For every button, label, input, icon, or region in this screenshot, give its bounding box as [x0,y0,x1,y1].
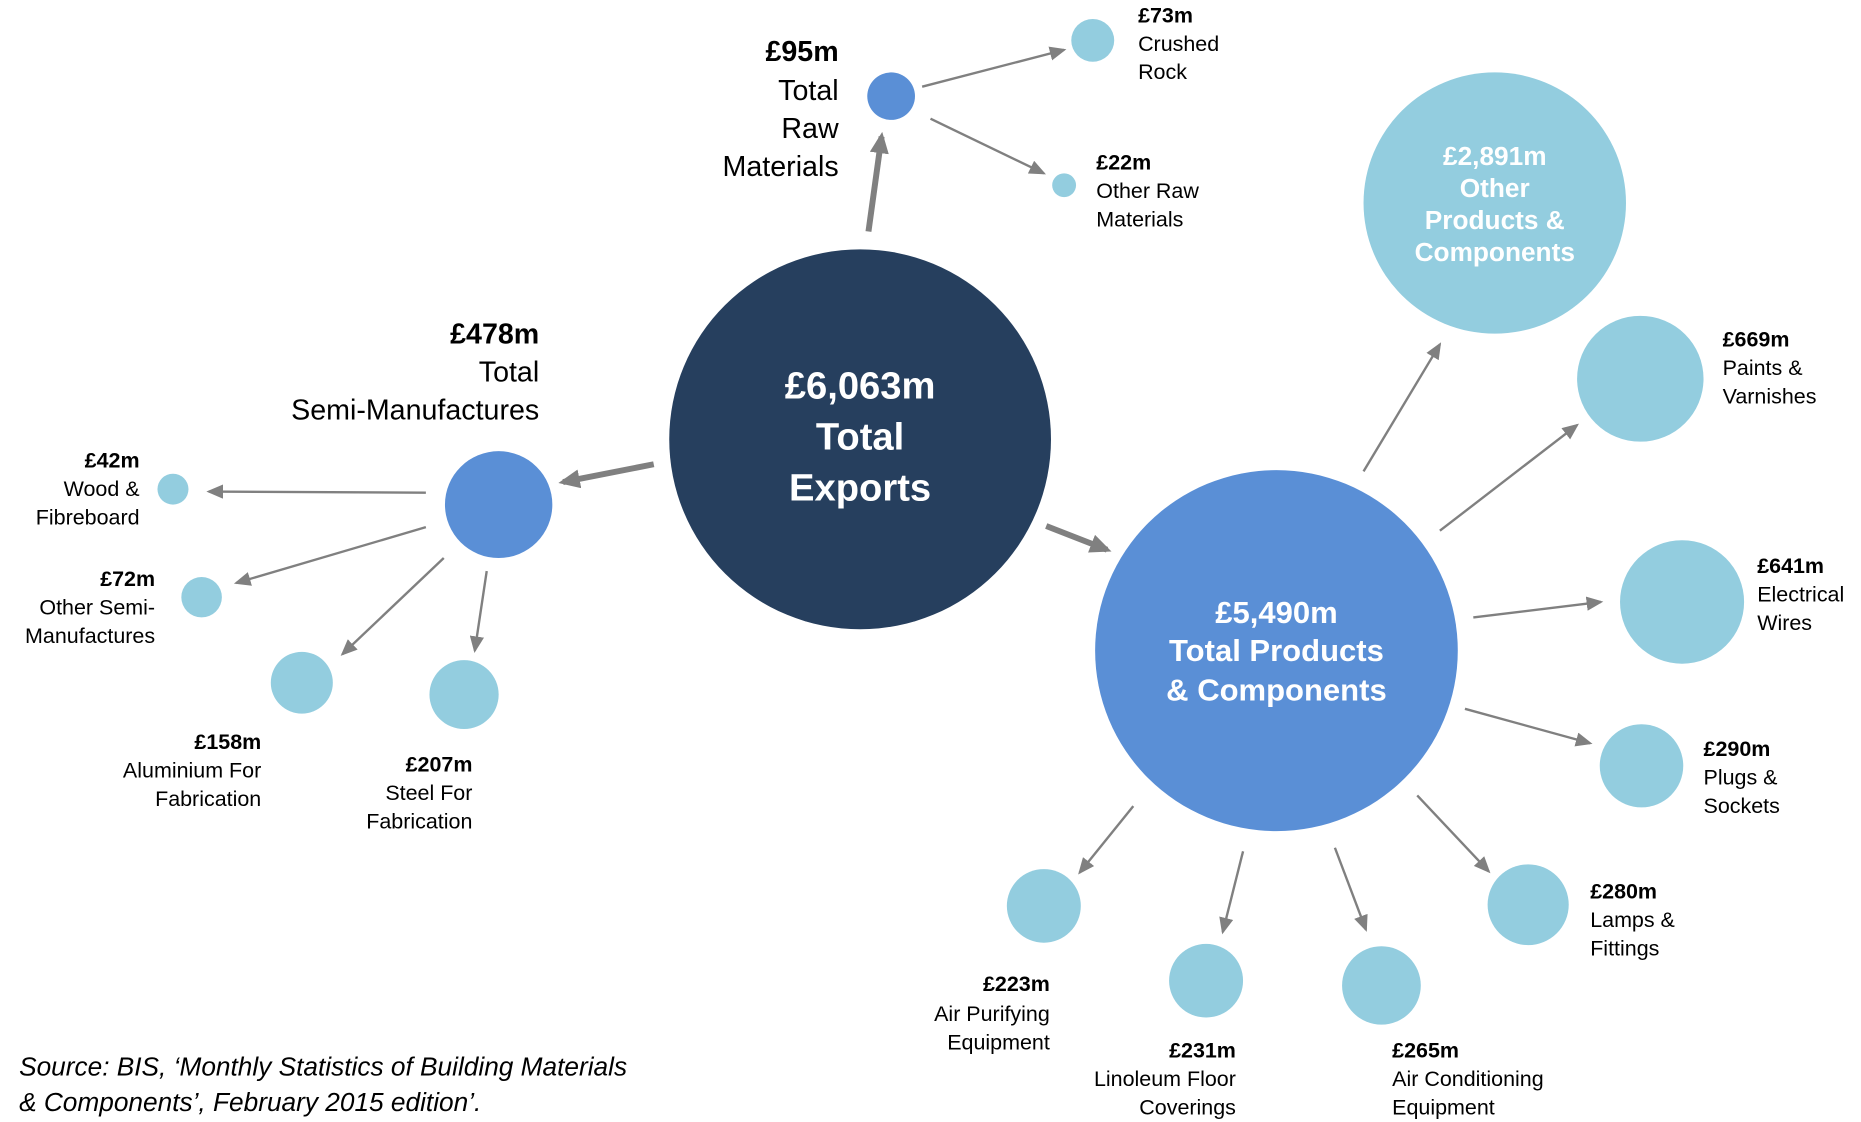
node-label: Total Products [1169,633,1384,668]
arrow [929,117,1046,175]
node-label: Fittings [1590,937,1659,961]
node-label: Crushed [1138,32,1219,56]
node-circle [1052,173,1077,198]
node-value: £42m [85,449,140,473]
arrow [206,484,426,499]
arrows [206,46,1604,935]
node-circle [669,249,1051,630]
node-value: £290m [1704,737,1771,761]
node-label: Air Purifying [934,1002,1050,1026]
node-circle [1071,18,1115,62]
node-circle [1095,470,1458,832]
node-label: Equipment [947,1030,1050,1054]
node-circle [1487,864,1569,946]
node-circle [181,577,222,618]
node-circle [157,473,189,505]
arrow [865,131,889,232]
node-label: Other Raw [1096,179,1199,203]
node-label: Manufactures [25,624,155,648]
node-label: Fibreboard [36,506,140,530]
node-label: Products & [1425,205,1565,235]
arrow [1464,707,1593,747]
arrow [1473,596,1604,619]
node-label: Components [1415,237,1575,267]
node-label: Materials [1096,208,1183,232]
node-label: Aluminium For [123,758,261,782]
node-label: Wood & [64,477,140,501]
node-label: Semi-Manufactures [291,395,539,427]
arrow [921,46,1067,88]
node-label: Wires [1757,611,1812,635]
node-value: £280m [1590,880,1657,904]
node-label: Fabrication [366,809,472,833]
node-label: Raw [781,113,839,145]
node-label: Paints & [1723,356,1803,380]
arrow [1219,851,1245,935]
node-value: £6,063m [785,365,936,407]
node-circle [1599,724,1684,808]
node-label: Total [479,357,539,389]
node-value: £669m [1723,327,1790,351]
arrow [558,461,655,489]
node-value: £223m [983,972,1050,996]
node-label: Plugs & [1704,766,1778,790]
node-circle [429,660,499,730]
node-label: Equipment [1392,1096,1495,1120]
node-label: Varnishes [1723,384,1817,408]
arrow [1045,523,1112,553]
node-label: Exports [789,467,931,509]
arrow [233,526,427,586]
node-label: Other [1460,173,1530,203]
arrow [1078,805,1135,875]
node-value: £265m [1392,1039,1459,1063]
node-circle [444,451,553,559]
node-circle [1620,540,1745,664]
node-value: £5,490m [1215,595,1337,630]
node-label: Materials [723,151,839,183]
node-value: £207m [406,752,473,776]
node-label: Air Conditioning [1392,1067,1543,1091]
arrow [1439,423,1579,532]
node-label: Electrical [1757,583,1844,607]
node-value: £158m [194,730,261,754]
node-label: Linoleum Floor [1094,1067,1236,1091]
arrow [1362,342,1442,472]
node-value: £2,891m [1443,141,1547,171]
arrow [340,557,445,656]
node-circle [867,72,915,120]
arrow [469,570,488,653]
source-line: & Components’, February 2015 edition’. [19,1087,481,1117]
node-value: £641m [1757,554,1824,578]
node-label: Total [778,75,838,107]
node-label: & Components [1166,672,1387,707]
node-label: Coverings [1139,1096,1236,1120]
node-circle [1342,946,1421,1025]
arrow [1416,794,1491,874]
source-line: Source: BIS, ‘Monthly Statistics of Buil… [19,1052,627,1082]
node-circle [1006,869,1081,943]
node-value: £22m [1096,151,1151,175]
node-value: £478m [450,319,539,351]
node-circle [1577,315,1704,442]
node-value: £72m [100,567,155,591]
node-label: Lamps & [1590,908,1675,932]
node-label: Fabrication [155,787,261,811]
node-circle [1363,72,1626,334]
node-label: Total [816,416,904,458]
node-value: £73m [1138,3,1193,27]
node-label: Sockets [1704,794,1780,818]
arrow [1333,847,1368,932]
node-value: £95m [765,36,838,68]
node-value: £231m [1169,1039,1236,1063]
node-label: Other Semi- [39,596,155,620]
node-circle [1169,943,1244,1018]
nodes: £6,063m Total Exports £95m Total Raw Materials… [25,3,1844,1119]
node-label: Rock [1138,60,1187,84]
node-circle [270,651,333,714]
node-label: Steel For [385,781,472,805]
